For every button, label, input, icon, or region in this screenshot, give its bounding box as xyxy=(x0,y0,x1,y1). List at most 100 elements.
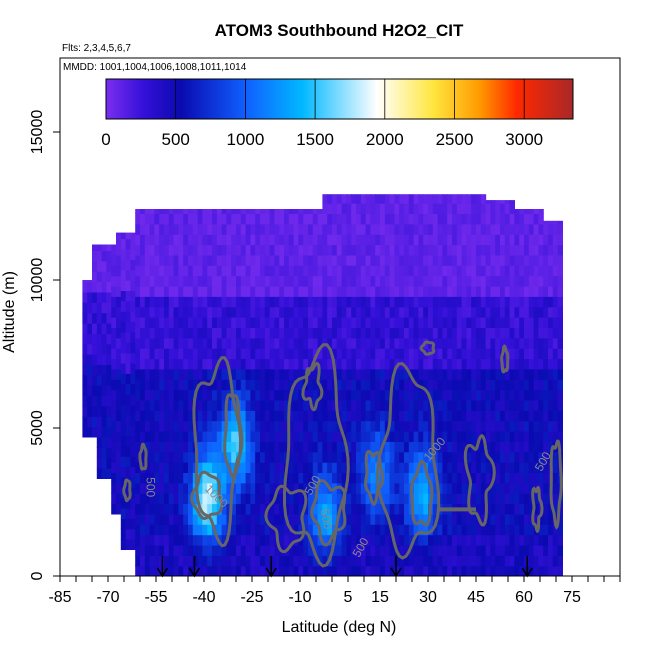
heatmap-cell xyxy=(274,389,280,401)
heatmap-cell xyxy=(279,254,285,266)
heatmap-cell xyxy=(264,493,271,505)
heatmap-cell xyxy=(500,462,506,473)
heatmap-cell xyxy=(173,513,179,525)
heatmap-cell xyxy=(557,534,563,546)
heatmap-cell xyxy=(149,493,155,505)
heatmap-cell xyxy=(245,493,251,505)
heatmap-cell xyxy=(336,534,343,546)
heatmap-cell xyxy=(384,451,391,463)
heatmap-cell xyxy=(250,327,256,339)
heatmap-cell xyxy=(135,524,141,536)
heatmap-cell xyxy=(332,399,338,411)
heatmap-cell xyxy=(149,348,155,360)
heatmap-cell xyxy=(528,503,535,515)
heatmap-cell xyxy=(447,524,453,536)
heatmap-cell xyxy=(413,389,419,401)
heatmap-cell xyxy=(279,368,285,380)
heatmap-cell xyxy=(442,493,448,505)
heatmap-cell xyxy=(240,244,247,256)
heatmap-cell xyxy=(308,209,314,214)
heatmap-cell xyxy=(428,254,434,266)
heatmap-cell xyxy=(336,379,343,391)
heatmap-cell xyxy=(255,441,261,453)
heatmap-cell xyxy=(360,368,367,380)
heatmap-cell xyxy=(322,462,328,473)
heatmap-cell xyxy=(245,513,251,525)
heatmap-cell xyxy=(495,565,501,576)
heatmap-cell xyxy=(183,472,189,484)
y-tick-label: 10000 xyxy=(29,258,46,303)
heatmap-cell xyxy=(471,410,477,422)
heatmap-cell xyxy=(413,296,419,308)
heatmap-cell xyxy=(221,368,227,380)
heatmap-cell xyxy=(255,254,261,266)
heatmap-cell xyxy=(413,194,419,204)
heatmap-cell xyxy=(130,445,136,457)
heatmap-cell xyxy=(471,420,477,432)
heatmap-cell xyxy=(360,482,367,494)
heatmap-cell xyxy=(183,565,189,576)
heatmap-cell xyxy=(303,420,309,432)
heatmap-cell xyxy=(116,306,122,318)
heatmap-cell xyxy=(495,462,501,473)
heatmap-cell xyxy=(394,431,400,442)
heatmap-cell xyxy=(500,482,506,494)
heatmap-cell xyxy=(538,513,544,525)
heatmap-cell xyxy=(216,462,223,473)
heatmap-cell xyxy=(380,565,386,576)
heatmap-cell xyxy=(543,265,549,277)
heatmap-cell xyxy=(461,389,467,401)
heatmap-cell xyxy=(399,493,405,505)
heatmap-cell xyxy=(452,285,458,297)
heatmap-cell xyxy=(312,410,319,422)
heatmap-cell xyxy=(317,431,323,442)
heatmap-cell xyxy=(101,457,107,469)
heatmap-cell xyxy=(207,234,213,246)
heatmap-cell xyxy=(96,457,103,469)
heatmap-cell xyxy=(495,441,501,453)
heatmap-cell xyxy=(490,513,496,525)
heatmap-cell xyxy=(269,493,275,505)
heatmap-cell xyxy=(149,296,155,308)
heatmap-cell xyxy=(533,254,539,266)
heatmap-cell xyxy=(461,544,467,556)
heatmap-cell xyxy=(140,337,146,349)
heatmap-cell xyxy=(154,493,160,505)
heatmap-cell xyxy=(423,317,429,328)
heatmap-cell xyxy=(365,441,371,453)
heatmap-cell xyxy=(288,482,295,494)
heatmap-cell xyxy=(322,399,328,411)
heatmap-cell xyxy=(173,544,179,556)
heatmap-cell xyxy=(255,524,261,536)
heatmap-cell xyxy=(514,368,520,380)
heatmap-cell xyxy=(197,306,203,318)
heatmap-cell xyxy=(519,254,525,266)
heatmap-cell xyxy=(466,513,472,525)
heatmap-cell xyxy=(303,555,309,567)
heatmap-cell xyxy=(432,482,439,494)
heatmap-cell xyxy=(154,368,160,380)
heatmap-cell xyxy=(269,285,275,297)
heatmap-cell xyxy=(130,435,136,447)
heatmap-cell xyxy=(216,285,223,297)
heatmap-cell xyxy=(164,213,170,225)
heatmap-cell xyxy=(274,472,280,484)
heatmap-cell xyxy=(437,317,443,328)
heatmap-cell xyxy=(490,244,496,256)
heatmap-cell xyxy=(207,482,213,494)
heatmap-cell xyxy=(264,306,271,318)
heatmap-cell xyxy=(274,244,280,256)
heatmap-cell xyxy=(260,431,266,442)
heatmap-cell xyxy=(236,565,242,576)
heatmap-cell xyxy=(418,223,424,235)
heatmap-cell xyxy=(394,317,400,328)
heatmap-cell xyxy=(351,254,357,266)
heatmap-cell xyxy=(164,275,170,287)
heatmap-cell xyxy=(423,265,429,277)
heatmap-cell xyxy=(509,441,515,453)
heatmap-cell xyxy=(130,456,136,468)
heatmap-cell xyxy=(514,223,520,235)
heatmap-cell xyxy=(504,368,511,380)
heatmap-cell xyxy=(298,275,304,287)
heatmap-cell xyxy=(101,436,107,448)
